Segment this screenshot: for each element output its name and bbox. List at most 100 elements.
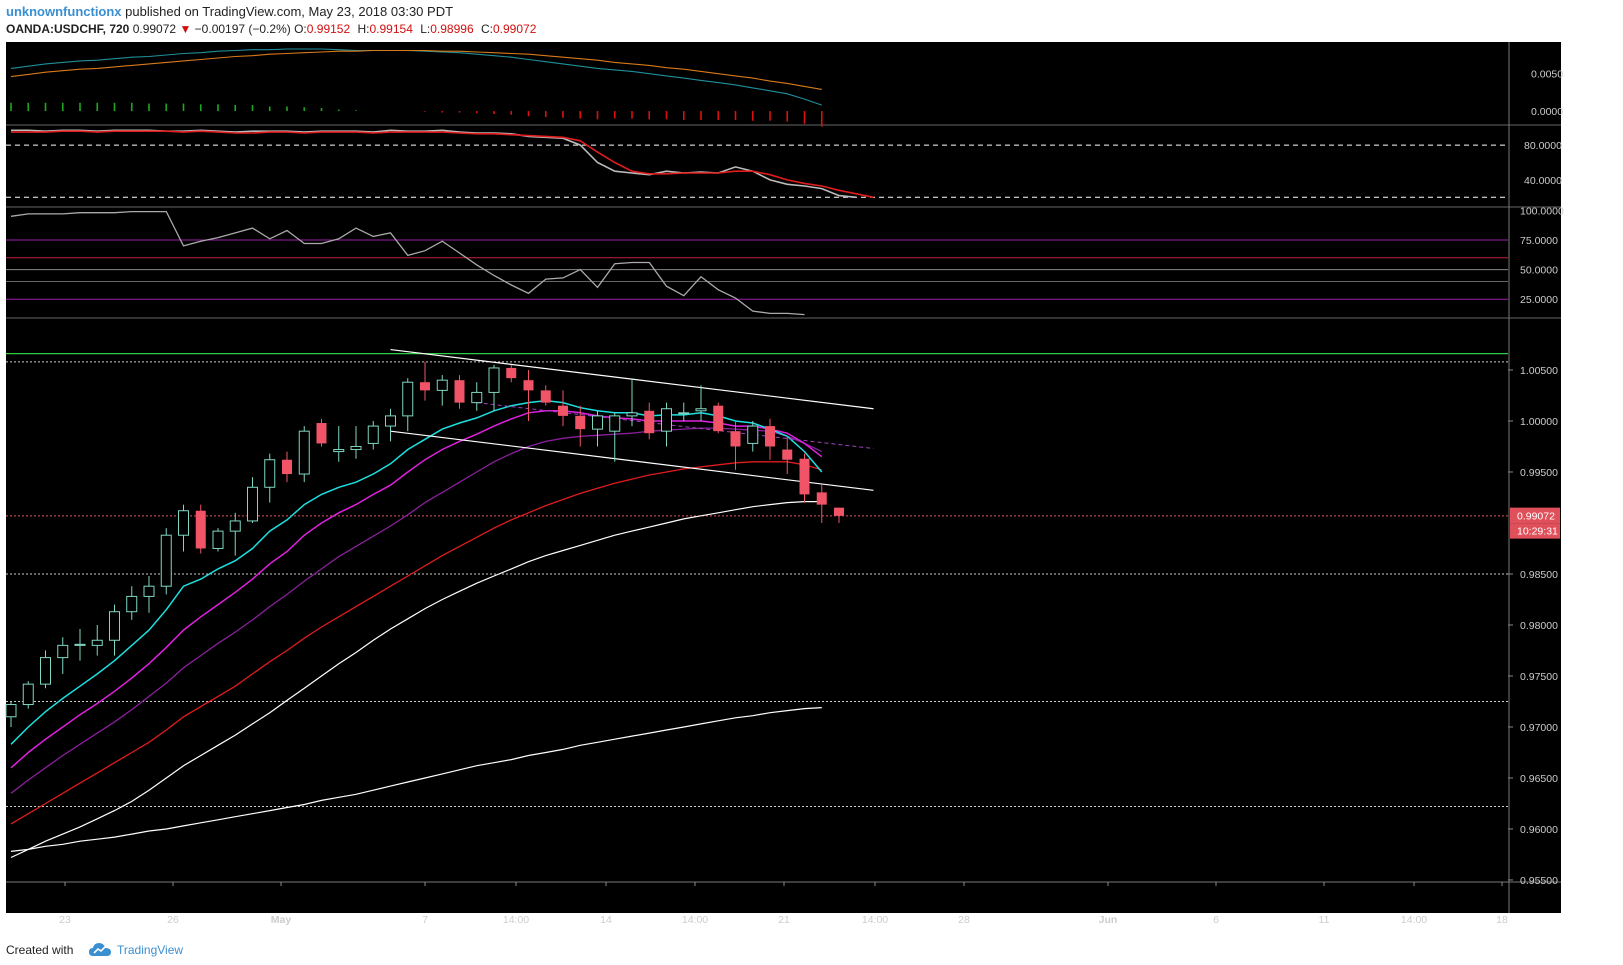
current-price-label: 0.99072 bbox=[1517, 511, 1555, 523]
candle-body-bull bbox=[6, 705, 16, 717]
candle-body-bull bbox=[127, 596, 137, 611]
candle-body-bull bbox=[299, 431, 309, 474]
plot-background bbox=[6, 42, 1561, 913]
candle-body-bull bbox=[351, 446, 361, 449]
stoch-tick-label: 80.0000 bbox=[1524, 140, 1562, 152]
candle-body-bull bbox=[593, 416, 603, 429]
candle[interactable] bbox=[713, 403, 723, 434]
candle-body-bull bbox=[386, 416, 396, 426]
time-tick-label: 7 bbox=[422, 914, 428, 926]
candle-body-bull bbox=[748, 426, 758, 443]
tradingview-cloud-icon[interactable] bbox=[88, 941, 112, 959]
candle[interactable] bbox=[299, 426, 309, 482]
down-arrow-icon: ▼ bbox=[179, 22, 191, 36]
candle-body-bear bbox=[558, 406, 568, 416]
candle-body-bull bbox=[58, 645, 68, 657]
candle-body-bear bbox=[765, 426, 775, 446]
time-tick-label: 18 bbox=[1496, 914, 1508, 926]
price-tick-label: 0.95500 bbox=[1520, 875, 1558, 887]
close-value: 0.99072 bbox=[493, 22, 536, 36]
candle-body-bull bbox=[696, 409, 706, 411]
candle-body-bull bbox=[248, 487, 258, 521]
candle-body-bull bbox=[489, 368, 499, 392]
open-value: 0.99152 bbox=[307, 22, 350, 36]
countdown-label: 10:29:31 bbox=[1517, 526, 1558, 538]
candle-body-bull bbox=[610, 416, 620, 431]
published-text: published on TradingView.com, May 23, 20… bbox=[125, 4, 453, 19]
price-tick-label: 0.97500 bbox=[1520, 671, 1558, 683]
candle-body-bull bbox=[265, 460, 275, 488]
price-change: −0.00197 (−0.2%) bbox=[195, 22, 291, 36]
last-price: 0.99072 bbox=[133, 22, 176, 36]
high-label: H: bbox=[358, 22, 370, 36]
candle-body-bull bbox=[437, 380, 447, 390]
candle-body-bull bbox=[179, 511, 189, 535]
time-tick-label: 14:00 bbox=[862, 914, 888, 926]
rsi-tick-label: 75.0000 bbox=[1520, 235, 1558, 247]
price-tick-label: 1.00000 bbox=[1520, 416, 1558, 428]
candle-body-bull bbox=[679, 413, 689, 414]
candle-body-bull bbox=[23, 684, 33, 704]
time-tick-label: 23 bbox=[59, 914, 71, 926]
time-tick-label: 6 bbox=[1213, 914, 1219, 926]
stoch-tick-label: 40.0000 bbox=[1524, 175, 1562, 187]
price-tick-label: 0.98000 bbox=[1520, 620, 1558, 632]
author-link[interactable]: unknownfunctionx bbox=[6, 4, 122, 19]
candle-body-bear bbox=[196, 511, 206, 549]
rsi-tick-label: 50.0000 bbox=[1520, 265, 1558, 277]
candle-body-bull bbox=[110, 612, 120, 641]
rsi-tick-label: 100.0000 bbox=[1520, 205, 1564, 217]
price-tick-label: 0.96000 bbox=[1520, 824, 1558, 836]
time-tick-label: 14:00 bbox=[682, 914, 708, 926]
candle-body-bear bbox=[524, 380, 534, 390]
macd-tick-label: 0.0050 bbox=[1531, 69, 1563, 81]
price-tick-label: 1.00500 bbox=[1520, 365, 1558, 377]
candle-body-bear bbox=[541, 390, 551, 402]
candle-body-bull bbox=[161, 535, 171, 586]
price-tick-label: 0.97000 bbox=[1520, 722, 1558, 734]
candle-body-bear bbox=[834, 508, 844, 516]
time-tick-label: 14:00 bbox=[1401, 914, 1427, 926]
candle-body-bull bbox=[368, 426, 378, 443]
candle[interactable] bbox=[23, 681, 33, 709]
time-tick-label: 11 bbox=[1319, 914, 1330, 926]
time-tick-label: 14 bbox=[600, 914, 612, 926]
footer: Created with TradingView bbox=[0, 935, 1623, 965]
created-with-text: Created with bbox=[6, 943, 73, 957]
price-tick-label: 0.96500 bbox=[1520, 773, 1558, 785]
chart-area[interactable]: 1.00500 1.00000 0.99500 0.98500 0.98000 0.975… bbox=[0, 42, 1623, 935]
candle-body-bear bbox=[800, 459, 810, 495]
price-tick-label: 0.99500 bbox=[1520, 467, 1558, 479]
candle-body-bear bbox=[282, 460, 292, 474]
time-tick-label: Jun bbox=[1099, 914, 1118, 926]
macd-tick-label: 0.0000 bbox=[1531, 106, 1563, 118]
candle-body-bull bbox=[41, 658, 51, 685]
time-tick-label: May bbox=[271, 914, 292, 926]
ohlc-legend: OANDA:USDCHF, 720 0.99072 ▼ −0.00197 (−0… bbox=[6, 22, 540, 36]
time-tick-label: 21 bbox=[778, 914, 790, 926]
high-value: 0.99154 bbox=[370, 22, 413, 36]
candle-body-bull bbox=[334, 450, 344, 452]
close-label: C: bbox=[481, 22, 493, 36]
time-tick-label: 26 bbox=[167, 914, 179, 926]
candle-body-bear bbox=[817, 492, 827, 504]
symbol-label[interactable]: OANDA:USDCHF, 720 bbox=[6, 22, 129, 36]
candle-body-bull bbox=[403, 382, 413, 416]
candle-body-bear bbox=[782, 450, 792, 460]
price-tick-label: 0.98500 bbox=[1520, 569, 1558, 581]
candle[interactable] bbox=[317, 419, 327, 447]
candle[interactable] bbox=[196, 505, 206, 554]
candle-body-bear bbox=[506, 368, 516, 378]
chart-header: unknownfunctionx published on TradingVie… bbox=[0, 0, 1623, 42]
candle-body-bear bbox=[575, 416, 585, 429]
candle-body-bear bbox=[713, 406, 723, 431]
candle-body-bear bbox=[420, 382, 430, 390]
low-value: 0.98996 bbox=[430, 22, 473, 36]
rsi-tick-label: 25.0000 bbox=[1520, 294, 1558, 306]
candle[interactable] bbox=[161, 528, 171, 594]
tradingview-brand[interactable]: TradingView bbox=[117, 943, 183, 957]
candle[interactable] bbox=[213, 528, 223, 551]
candle-body-bear bbox=[317, 423, 327, 443]
candle-body-bear bbox=[731, 431, 741, 446]
candle-body-bull bbox=[662, 409, 672, 431]
